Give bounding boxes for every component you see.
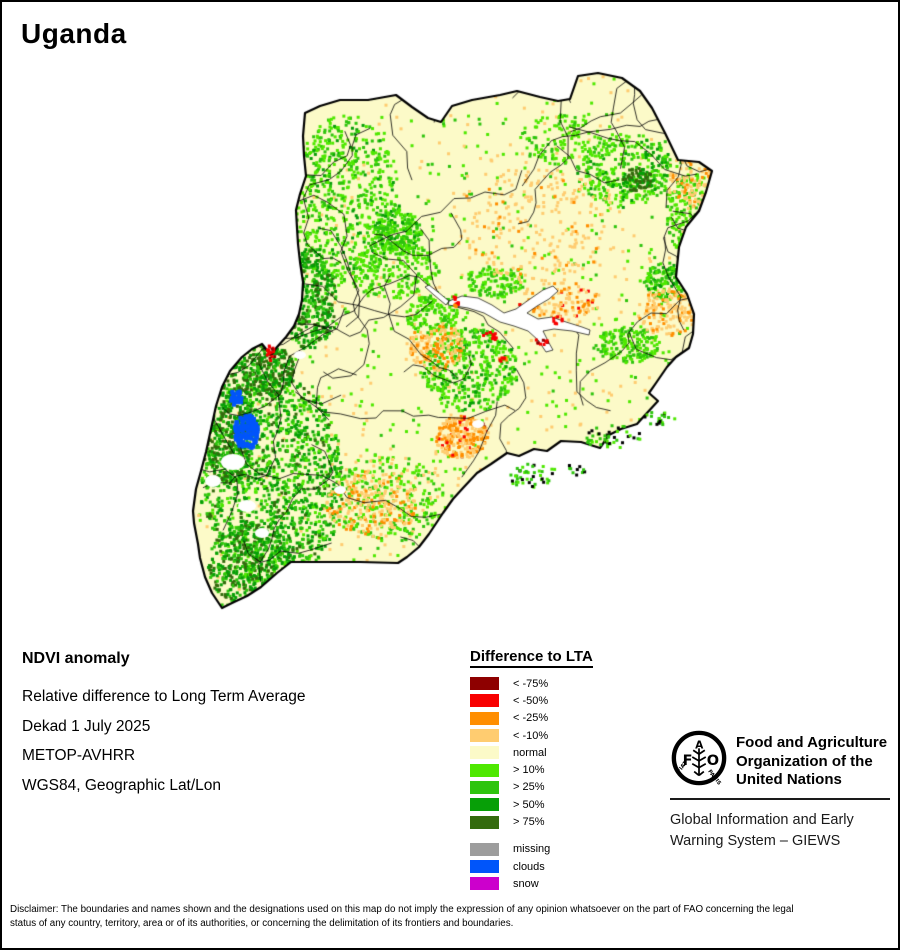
legend-swatch xyxy=(470,746,499,760)
legend-swatch xyxy=(470,729,499,743)
fao-logo-letter-a: A xyxy=(695,738,704,751)
legend-swatch xyxy=(470,877,499,891)
legend-class-row: normal xyxy=(470,744,593,761)
legend-swatch xyxy=(470,763,499,777)
legend-swatch xyxy=(470,711,499,725)
map-metadata-lines: Relative difference to Long Term Average… xyxy=(22,688,306,794)
map-subtitle: NDVI anomaly xyxy=(22,650,130,667)
legend-label: > 25% xyxy=(513,781,545,794)
legend-title: Difference to LTA xyxy=(470,648,593,668)
legend-label: snow xyxy=(513,877,539,890)
legend-class-list: < -75% < -50% < -25% < -10% normal > 10% > 25%… xyxy=(470,675,593,831)
map-info-block: NDVI anomaly Relative difference to Long… xyxy=(22,650,306,800)
legend-swatch xyxy=(470,780,499,794)
fao-branding: F O A FIAT PANIS Food and Agriculture Or… xyxy=(670,729,892,852)
branding-divider xyxy=(670,797,890,800)
legend-swatch xyxy=(470,860,499,874)
legend-class-row: > 50% xyxy=(470,796,593,813)
fao-logo-letter-o: O xyxy=(707,753,719,769)
page-title: Uganda xyxy=(21,18,127,49)
legend-class-row: > 10% xyxy=(470,761,593,778)
legend-class-row: < -10% xyxy=(470,727,593,744)
legend-class-row: < -50% xyxy=(470,692,593,709)
legend-class-row: < -75% xyxy=(470,675,593,692)
fao-org-name: Food and Agriculture Organization of the… xyxy=(736,734,888,788)
giews-label: Global Information and Early Warning Sys… xyxy=(670,811,854,849)
fao-logo-letter-f: F xyxy=(683,753,693,769)
legend-label: < -50% xyxy=(513,694,549,707)
legend-label: < -75% xyxy=(513,677,549,690)
legend-swatch xyxy=(470,815,499,829)
legend-extra-row: snow xyxy=(470,875,593,892)
legend-label: > 75% xyxy=(513,816,545,829)
legend-label: < -25% xyxy=(513,712,549,725)
legend: Difference to LTA < -75% < -50% < -25% < -1… xyxy=(470,648,593,893)
legend-label: clouds xyxy=(513,860,545,873)
legend-swatch xyxy=(470,798,499,812)
legend-extra-row: missing xyxy=(470,841,593,858)
legend-label: < -10% xyxy=(513,729,549,742)
legend-swatch xyxy=(470,677,499,691)
legend-label: normal xyxy=(513,746,547,759)
legend-extra-row: clouds xyxy=(470,858,593,875)
fao-wheat-icon xyxy=(691,748,707,777)
legend-class-row: < -25% xyxy=(470,710,593,727)
fao-logo-icon: F O A FIAT PANIS xyxy=(671,730,727,787)
legend-label: > 10% xyxy=(513,764,545,777)
legend-class-row: > 75% xyxy=(470,813,593,830)
legend-label: > 50% xyxy=(513,798,545,811)
legend-class-row: > 25% xyxy=(470,779,593,796)
legend-extra-list: missing clouds snow xyxy=(470,841,593,893)
legend-swatch xyxy=(470,842,499,856)
disclaimer-text: Disclaimer: The boundaries and names sho… xyxy=(10,904,794,929)
legend-swatch xyxy=(470,694,499,708)
legend-label: missing xyxy=(513,843,551,856)
